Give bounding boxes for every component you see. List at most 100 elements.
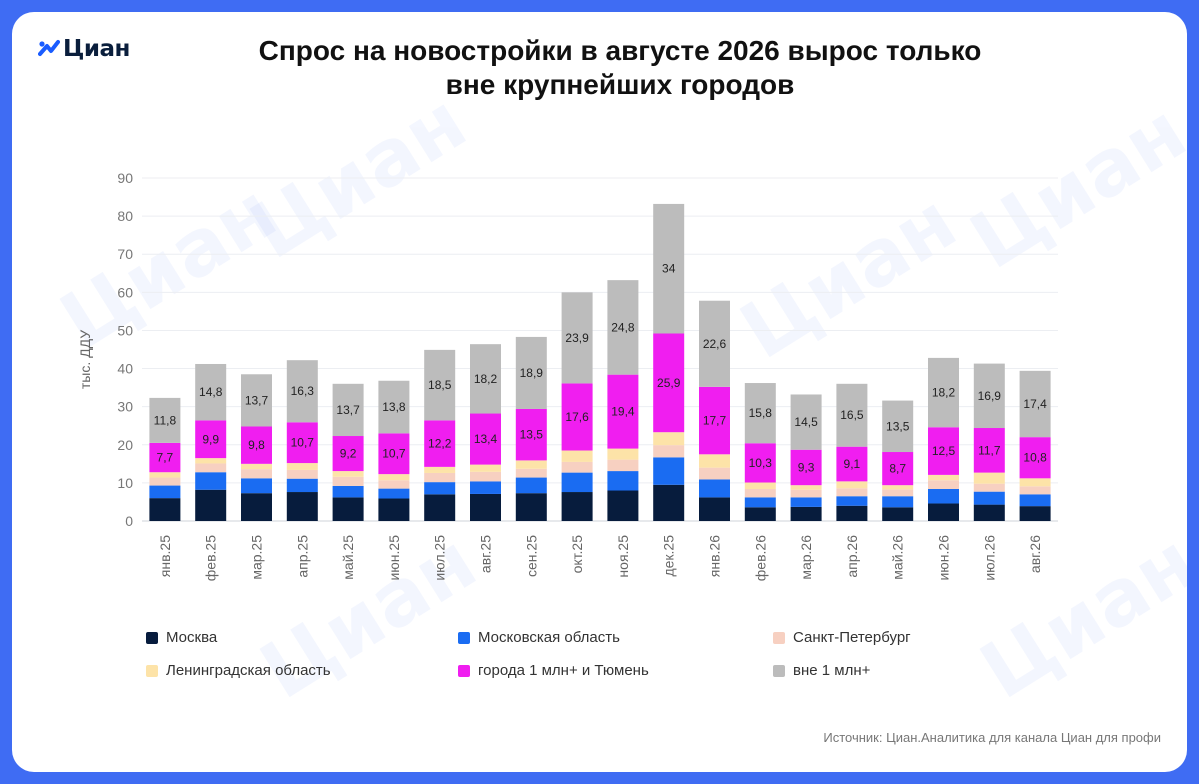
chart-card: Циан Циан Циан Циан Циан Циан Циан Спрос… — [12, 12, 1187, 772]
bar-segment — [470, 481, 501, 494]
bar-segment — [1019, 486, 1051, 495]
title-line-1: Спрос на новостройки в августе 2026 выро… — [258, 35, 982, 66]
data-label: 17,6 — [565, 410, 589, 424]
legend-item: города 1 млн+ и Тюмень — [458, 662, 649, 679]
bar-segment — [836, 446, 868, 482]
bar-segment — [744, 497, 776, 508]
data-label: 24,8 — [611, 320, 635, 334]
y-tick-label: 30 — [117, 399, 133, 415]
bar-segment — [973, 428, 1005, 473]
data-label: 25,9 — [657, 376, 681, 390]
bar-segment — [149, 397, 181, 443]
bar-segment — [332, 476, 364, 486]
bar-segment — [241, 493, 272, 521]
bar-segment — [744, 507, 776, 521]
x-tick-label: май.26 — [890, 535, 906, 580]
chart-title: Спрос на новостройки в августе 2026 выро… — [132, 34, 1108, 102]
bar-segment — [973, 363, 1005, 429]
bar-segment — [882, 485, 914, 490]
bar-segment — [928, 474, 959, 481]
data-label: 8,7 — [889, 462, 906, 476]
logo-text: Циан — [63, 36, 130, 62]
bar-segment — [973, 504, 1005, 521]
x-tick-label: фев.26 — [752, 535, 768, 581]
bar-segment — [149, 485, 181, 499]
bar-segment — [241, 426, 272, 464]
data-label: 12,5 — [932, 444, 956, 458]
bar-segment — [699, 386, 730, 455]
x-tick-label: сен.25 — [523, 535, 539, 577]
data-label: 10,7 — [382, 447, 406, 461]
bar-segment — [836, 488, 868, 497]
data-label: 13,7 — [336, 403, 360, 417]
data-label: 12,2 — [428, 437, 452, 451]
legend-item: Ленинградская область — [146, 662, 331, 679]
bar-segment — [973, 491, 1005, 505]
data-label: 19,4 — [611, 405, 635, 419]
bar-segment — [424, 466, 456, 473]
data-label: 7,7 — [157, 451, 174, 465]
legend-item: Московская область — [458, 629, 620, 646]
x-tick-label: мар.26 — [798, 535, 814, 580]
bar-segment — [790, 506, 822, 521]
bar-segment — [744, 383, 776, 444]
bar-segment — [470, 344, 501, 414]
bar-segment — [149, 498, 181, 521]
bar-segment — [1019, 437, 1051, 479]
bar-segment — [882, 496, 914, 508]
y-tick-label: 60 — [117, 284, 133, 300]
bar-segment — [470, 493, 501, 521]
bar-segment — [332, 383, 364, 437]
data-label: 10,3 — [749, 456, 773, 470]
x-tick-label: фев.25 — [203, 535, 219, 581]
bar-segment — [836, 496, 868, 506]
legend-label: Ленинградская область — [166, 662, 331, 679]
bar-segment — [378, 480, 410, 489]
data-label: 13,5 — [886, 419, 910, 433]
bar-segment — [744, 488, 776, 498]
y-axis-label: тыс. ДДУ — [77, 330, 93, 389]
bar-segment — [195, 489, 227, 521]
data-label: 9,8 — [248, 438, 265, 452]
x-tick-label: янв.25 — [157, 535, 173, 577]
legend-swatch — [146, 631, 158, 644]
x-tick-label: июн.25 — [386, 535, 402, 581]
bar-segment — [241, 463, 272, 470]
bar-segment — [332, 436, 364, 472]
cian-logo: Циан — [38, 36, 130, 62]
data-label: 13,8 — [382, 400, 406, 414]
data-label: 17,4 — [1023, 397, 1047, 411]
bar-segment — [378, 488, 410, 499]
bar-segment — [561, 472, 593, 493]
y-tick-label: 40 — [117, 361, 133, 377]
x-tick-label: дек.25 — [661, 535, 677, 577]
bar-segment — [195, 363, 227, 421]
data-label: 13,5 — [520, 428, 544, 442]
bar-segment — [653, 203, 685, 334]
bar-segment — [607, 374, 639, 449]
bar-segment — [149, 477, 181, 486]
bar-segment — [286, 360, 318, 423]
bar-segment — [561, 492, 593, 521]
y-tick-label: 80 — [117, 208, 133, 224]
source-note: Источник: Циан.Аналитика для канала Циан… — [823, 730, 1161, 745]
bar-segment — [607, 471, 639, 491]
x-tick-label: апр.26 — [844, 535, 860, 578]
data-label: 18,9 — [520, 366, 544, 380]
data-label: 14,5 — [794, 415, 818, 429]
bar-segment — [607, 448, 639, 460]
x-tick-label: ноя.25 — [615, 535, 631, 578]
bar-segment — [882, 507, 914, 521]
bar-segment — [515, 477, 547, 494]
bar-segment — [653, 432, 685, 446]
data-label: 18,2 — [474, 372, 498, 386]
bar-segment — [515, 408, 547, 461]
bar-segment — [424, 482, 456, 495]
bar-segment — [699, 467, 730, 480]
bar-segment — [699, 454, 730, 468]
bar-segment — [790, 449, 822, 486]
data-label: 16,5 — [840, 408, 864, 422]
x-tick-label: апр.25 — [294, 535, 310, 578]
bar-segment — [286, 463, 318, 470]
x-tick-label: янв.26 — [707, 535, 723, 577]
